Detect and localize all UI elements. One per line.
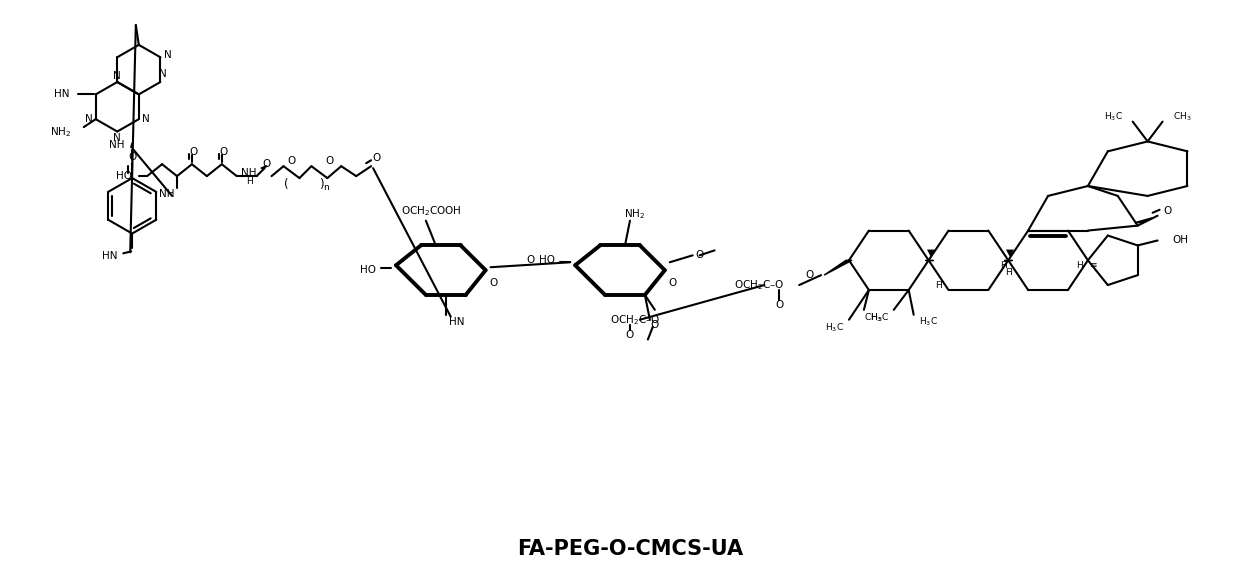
Text: N: N [113, 133, 122, 143]
Text: ▼: ▼ [926, 247, 935, 258]
Text: CH$_3$: CH$_3$ [864, 311, 883, 324]
Text: FA-PEG-O-CMCS-UA: FA-PEG-O-CMCS-UA [517, 539, 743, 560]
Text: O: O [775, 300, 784, 310]
Text: (: ( [284, 177, 289, 190]
Text: O: O [219, 147, 228, 157]
Polygon shape [1135, 218, 1153, 223]
Text: NH: NH [241, 168, 257, 178]
Text: N: N [141, 114, 150, 124]
Text: O: O [128, 153, 136, 162]
Text: H̄: H̄ [935, 281, 942, 289]
Text: OH: OH [1173, 235, 1188, 245]
Text: HN: HN [55, 89, 69, 99]
Text: O: O [668, 278, 677, 288]
Text: H̄: H̄ [1004, 268, 1012, 277]
Text: ▼: ▼ [1006, 247, 1014, 258]
Text: ): ) [319, 177, 324, 190]
Text: N: N [160, 69, 167, 79]
Text: H: H [1076, 261, 1084, 270]
Text: ≡: ≡ [1089, 261, 1096, 270]
Text: HO: HO [117, 171, 133, 181]
Text: OCH$_2$C–O: OCH$_2$C–O [610, 313, 660, 327]
Text: H̅: H̅ [999, 261, 1007, 270]
Text: HN: HN [102, 251, 118, 262]
Text: OCH$_2$C–O: OCH$_2$C–O [734, 278, 784, 292]
Text: N: N [84, 114, 93, 124]
Text: O: O [651, 320, 658, 329]
Text: H$_3$C: H$_3$C [825, 321, 844, 334]
Polygon shape [825, 260, 852, 275]
Text: O: O [526, 255, 534, 265]
Text: H: H [247, 176, 253, 186]
Text: O: O [372, 153, 381, 164]
Text: OCH$_2$COOH: OCH$_2$COOH [401, 204, 461, 218]
Text: O: O [263, 160, 270, 169]
Text: n: n [324, 183, 329, 193]
Text: O: O [490, 278, 497, 288]
Text: N: N [165, 50, 172, 60]
Text: O: O [190, 147, 198, 157]
Text: CH$_3$: CH$_3$ [1173, 110, 1192, 123]
Text: HN: HN [449, 317, 464, 327]
Text: H$_3$C: H$_3$C [1104, 110, 1122, 123]
Text: HO: HO [360, 265, 376, 275]
Text: O: O [626, 329, 634, 339]
Text: O: O [696, 251, 704, 260]
Text: O: O [805, 270, 813, 280]
Text: HO: HO [539, 255, 556, 265]
Text: O: O [1163, 206, 1172, 216]
Text: NH: NH [159, 189, 174, 199]
Text: NH$_2$: NH$_2$ [50, 125, 71, 139]
Text: NH: NH [109, 140, 124, 150]
Text: H$_3$C: H$_3$C [919, 316, 937, 328]
Text: O: O [288, 156, 295, 166]
Text: NH$_2$: NH$_2$ [625, 207, 646, 220]
Text: N: N [113, 71, 122, 81]
Text: H$_3$C: H$_3$C [870, 311, 889, 324]
Text: O: O [325, 156, 334, 166]
